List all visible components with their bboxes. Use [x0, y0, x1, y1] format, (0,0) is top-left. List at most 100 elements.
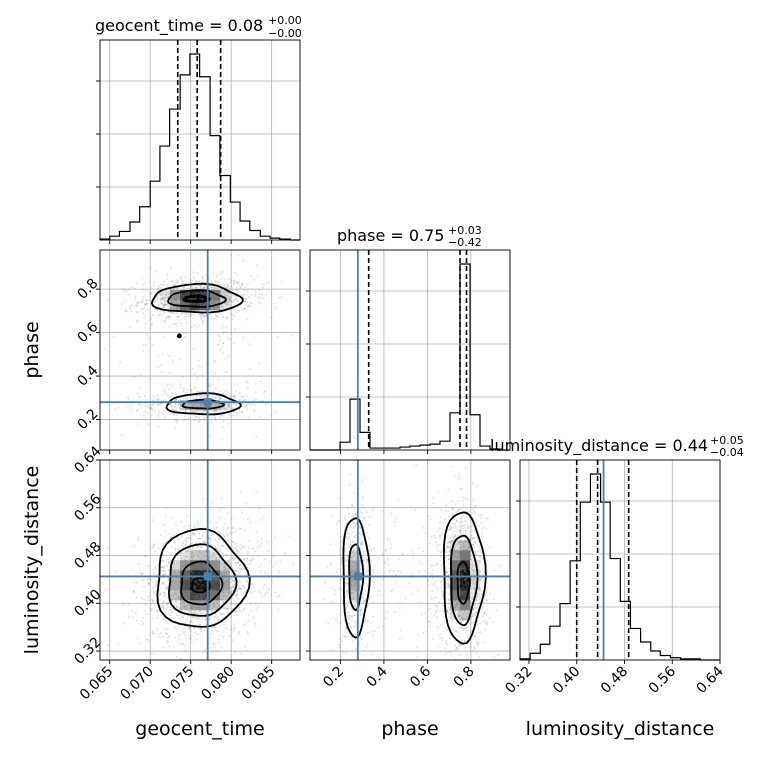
- sample-point: [214, 566, 217, 568]
- sample-point: [176, 577, 179, 580]
- sample-point: [467, 609, 470, 612]
- sample-point: [225, 281, 228, 284]
- sample-point: [221, 552, 224, 555]
- sample-point: [175, 307, 178, 310]
- sample-point: [174, 598, 177, 600]
- sample-point: [338, 643, 341, 646]
- sample-point: [194, 542, 197, 545]
- sample-point: [448, 650, 451, 653]
- sample-point: [231, 318, 234, 321]
- sample-point: [463, 525, 466, 528]
- sample-point: [466, 544, 469, 547]
- histogram-bin: [340, 442, 350, 450]
- sample-point: [217, 547, 219, 550]
- sample-point: [467, 601, 470, 604]
- sample-point: [179, 302, 182, 305]
- sample-point: [212, 552, 214, 555]
- sample-point: [149, 293, 152, 295]
- sample-point: [462, 584, 465, 586]
- sample-point: [354, 522, 357, 525]
- sample-point: [464, 646, 467, 649]
- sample-point: [143, 316, 146, 319]
- sample-point: [255, 531, 258, 534]
- sample-point: [208, 287, 211, 290]
- sample-point: [187, 567, 190, 570]
- sample-point: [221, 552, 224, 555]
- sample-point: [176, 614, 179, 617]
- sample-point: [195, 404, 198, 407]
- sample-point: [195, 554, 198, 557]
- sample-point: [162, 618, 165, 621]
- sample-point: [458, 532, 461, 535]
- sample-point: [196, 617, 199, 620]
- sample-point: [146, 302, 148, 305]
- sample-point: [476, 606, 478, 609]
- sample-point: [134, 295, 137, 298]
- sample-point: [471, 650, 474, 653]
- sample-point: [150, 407, 153, 409]
- sample-point: [238, 564, 241, 567]
- sample-point: [178, 596, 180, 599]
- sample-point: [424, 612, 427, 615]
- sample-point: [344, 577, 347, 579]
- sample-point: [272, 555, 275, 558]
- sample-point: [460, 590, 463, 593]
- sample-point: [460, 569, 463, 572]
- sample-point: [393, 520, 396, 523]
- sample-point: [458, 577, 460, 579]
- sample-point: [452, 599, 455, 602]
- panel-frame-2-2: [519, 459, 721, 661]
- sample-point: [162, 646, 165, 649]
- sample-point: [358, 532, 361, 535]
- sample-point: [244, 646, 247, 649]
- sample-point: [175, 417, 178, 420]
- sample-point: [220, 573, 222, 576]
- sample-point: [330, 600, 333, 603]
- sample-point: [175, 295, 178, 298]
- sample-point: [462, 541, 465, 544]
- sample-point: [200, 580, 203, 583]
- sample-point: [352, 540, 355, 543]
- histogram-bin: [430, 444, 440, 450]
- sample-point: [189, 592, 192, 594]
- sample-point: [189, 313, 192, 316]
- sample-point: [228, 414, 231, 417]
- sample-point: [156, 289, 159, 292]
- sample-point: [440, 564, 443, 567]
- sample-point: [255, 491, 258, 494]
- sample-point: [197, 523, 200, 526]
- sample-point: [169, 412, 172, 415]
- sample-point: [452, 562, 455, 565]
- sample-point: [348, 614, 351, 617]
- sample-point: [247, 632, 249, 635]
- sample-point: [259, 563, 262, 566]
- sample-point: [225, 291, 228, 294]
- sample-point: [341, 589, 344, 592]
- sample-point: [198, 573, 201, 576]
- sample-point: [459, 590, 462, 593]
- sample-point: [350, 577, 353, 580]
- sample-point: [160, 302, 163, 305]
- sample-point: [159, 286, 162, 289]
- sample-point: [351, 504, 354, 507]
- sample-point: [176, 419, 179, 422]
- sample-point: [165, 303, 168, 306]
- sample-point: [226, 554, 228, 557]
- sample-point: [347, 622, 350, 625]
- sample-point: [178, 571, 181, 574]
- sample-point: [171, 301, 174, 304]
- sample-point: [462, 528, 465, 531]
- sample-point: [463, 545, 466, 548]
- sample-point: [418, 561, 421, 563]
- sample-point: [371, 569, 374, 572]
- sample-point: [246, 318, 249, 321]
- histogram-bin: [190, 54, 200, 240]
- sample-point: [193, 419, 195, 422]
- sample-point: [194, 588, 197, 591]
- sample-point: [138, 403, 141, 405]
- sample-point: [194, 309, 197, 312]
- sample-point: [359, 547, 362, 550]
- sample-point: [248, 562, 251, 565]
- sample-point: [389, 569, 392, 572]
- sample-point: [249, 603, 252, 605]
